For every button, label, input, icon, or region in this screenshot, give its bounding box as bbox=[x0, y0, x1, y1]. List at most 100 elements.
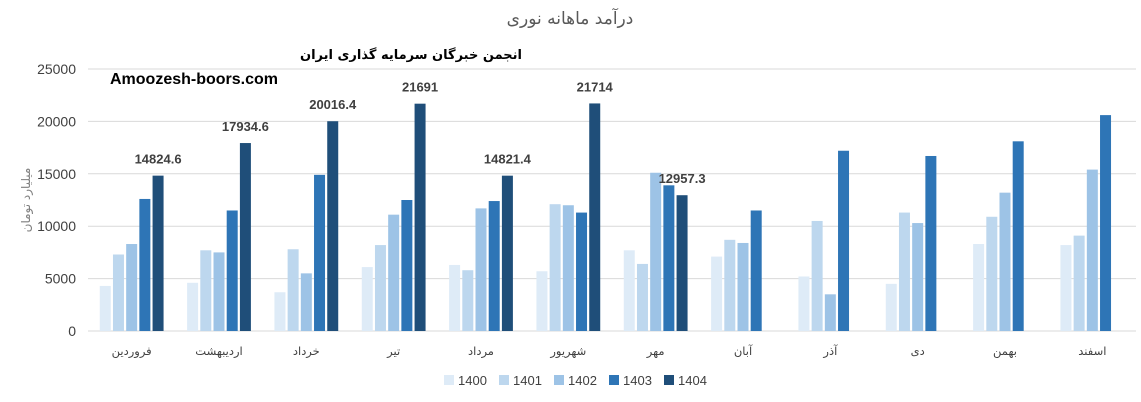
bar-1402 bbox=[562, 205, 574, 331]
bar-1403 bbox=[663, 185, 675, 331]
x-tick-label: خرداد bbox=[293, 344, 320, 359]
bar-1401 bbox=[636, 263, 648, 331]
bar-1402 bbox=[999, 192, 1011, 331]
x-tick-label: دی bbox=[911, 344, 925, 358]
x-tick-label: اسفند bbox=[1078, 344, 1106, 358]
data-label: 21691 bbox=[402, 80, 438, 95]
bar-1400 bbox=[274, 292, 286, 331]
bar-1403 bbox=[838, 150, 850, 331]
bar-1402 bbox=[650, 172, 662, 331]
x-tick-label: مهر bbox=[646, 344, 665, 359]
y-tick-label: 5000 bbox=[45, 271, 76, 287]
bar-1401 bbox=[986, 216, 998, 331]
x-tick-label: اردیبهشت bbox=[195, 344, 242, 359]
bar-1402 bbox=[1086, 169, 1098, 331]
bar-1401 bbox=[374, 245, 386, 331]
bar-1401 bbox=[462, 270, 474, 331]
x-axis-ticks: فروردین اردیبهشت خرداد تیر مرداد شهریور مهر آبا… bbox=[112, 344, 1107, 359]
y-axis-label: میلیارد تومان bbox=[19, 168, 34, 233]
bar-1403 bbox=[226, 210, 238, 331]
watermark-line-1: انجمن خبرگان سرمایه گذاری ایران bbox=[300, 47, 522, 63]
bar-1401 bbox=[724, 239, 736, 331]
bar-1403 bbox=[488, 201, 500, 331]
bar-1400 bbox=[449, 264, 461, 331]
x-tick-label: آبان bbox=[734, 344, 753, 358]
bar-1403 bbox=[139, 198, 151, 331]
legend-label: 1403 bbox=[623, 373, 652, 388]
bar-1402 bbox=[912, 223, 924, 331]
bar-1404 bbox=[327, 121, 339, 332]
bar-1402 bbox=[126, 244, 138, 331]
data-label: 20016.4 bbox=[309, 97, 357, 112]
legend-swatch-1404 bbox=[664, 375, 674, 385]
bar-1404 bbox=[676, 195, 688, 331]
x-tick-label: فروردین bbox=[112, 344, 152, 359]
legend-swatch-1403 bbox=[609, 375, 619, 385]
bar-1401 bbox=[898, 212, 910, 331]
gridlines bbox=[88, 68, 1136, 332]
legend-swatch-1400 bbox=[444, 375, 454, 385]
bar-1400 bbox=[973, 244, 985, 331]
bar-1400 bbox=[99, 285, 111, 331]
legend-label: 1404 bbox=[678, 373, 707, 388]
bar-1402 bbox=[475, 208, 487, 331]
bar-1404 bbox=[414, 103, 426, 332]
bar-1400 bbox=[1060, 245, 1072, 331]
bar-1404 bbox=[589, 103, 601, 331]
bar-1402 bbox=[388, 214, 400, 331]
bar-1400 bbox=[187, 282, 199, 331]
bar-1402 bbox=[824, 294, 836, 331]
data-labels: 14824.6 17934.6 20016.4 21691 14821.4 21714 12… bbox=[135, 79, 706, 186]
data-label: 14821.4 bbox=[484, 152, 532, 167]
y-tick-label: 0 bbox=[68, 323, 76, 339]
bar-1401 bbox=[549, 204, 561, 331]
bar-1403 bbox=[750, 210, 762, 331]
bar-1400 bbox=[798, 276, 810, 331]
x-tick-label: مرداد bbox=[468, 344, 494, 359]
data-label: 21714 bbox=[577, 79, 614, 94]
data-label: 12957.3 bbox=[659, 171, 706, 186]
legend-label: 1400 bbox=[458, 373, 487, 388]
x-tick-label: آذر bbox=[822, 344, 838, 359]
bar-1401 bbox=[112, 254, 124, 331]
bar-1401 bbox=[287, 249, 299, 331]
bar-1404 bbox=[501, 175, 513, 331]
bar-1400 bbox=[623, 250, 635, 331]
chart-title: درآمد ماهانه نوری bbox=[507, 7, 634, 29]
bar-1401 bbox=[200, 250, 212, 331]
bar-1403 bbox=[1012, 141, 1024, 331]
x-tick-label: بهمن bbox=[993, 344, 1017, 359]
data-label: 17934.6 bbox=[222, 119, 269, 134]
legend: 1400 1401 1402 1403 1404 bbox=[444, 373, 707, 388]
bar-1402 bbox=[737, 242, 749, 331]
bar-1400 bbox=[711, 256, 723, 331]
bar-1403 bbox=[576, 212, 588, 331]
bar-1400 bbox=[885, 283, 897, 331]
y-axis-ticks: 0 5000 10000 15000 20000 25000 bbox=[37, 61, 76, 339]
watermark-line-2: Amoozesh-boors.com bbox=[110, 71, 278, 88]
x-tick-label: تیر bbox=[386, 344, 400, 359]
bar-1403 bbox=[1100, 115, 1112, 331]
x-tick-label: شهریور bbox=[549, 344, 586, 359]
y-tick-label: 15000 bbox=[37, 166, 76, 182]
y-tick-label: 10000 bbox=[37, 218, 76, 234]
legend-label: 1401 bbox=[513, 373, 542, 388]
bar-1402 bbox=[213, 252, 225, 331]
y-tick-label: 20000 bbox=[37, 113, 76, 129]
legend-swatch-1402 bbox=[554, 375, 564, 385]
legend-label: 1402 bbox=[568, 373, 597, 388]
legend-swatch-1401 bbox=[499, 375, 509, 385]
bar-1401 bbox=[1073, 235, 1085, 331]
bar-1403 bbox=[314, 174, 326, 331]
bars bbox=[99, 103, 1112, 332]
bar-1401 bbox=[811, 220, 823, 331]
bar-1403 bbox=[401, 200, 413, 331]
bar-1400 bbox=[536, 271, 548, 331]
bar-1404 bbox=[152, 175, 164, 331]
bar-1402 bbox=[300, 273, 312, 331]
bar-1403 bbox=[925, 155, 937, 331]
bar-1404 bbox=[239, 143, 251, 331]
data-label: 14824.6 bbox=[135, 152, 182, 167]
y-tick-label: 25000 bbox=[37, 61, 76, 77]
